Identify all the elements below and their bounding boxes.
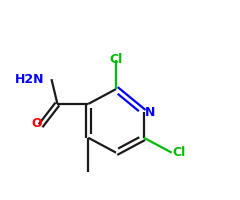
Text: H2N: H2N	[15, 73, 45, 86]
Text: N: N	[145, 106, 155, 119]
Text: Cl: Cl	[172, 146, 185, 159]
Text: O: O	[32, 117, 42, 130]
Text: Cl: Cl	[109, 53, 123, 66]
